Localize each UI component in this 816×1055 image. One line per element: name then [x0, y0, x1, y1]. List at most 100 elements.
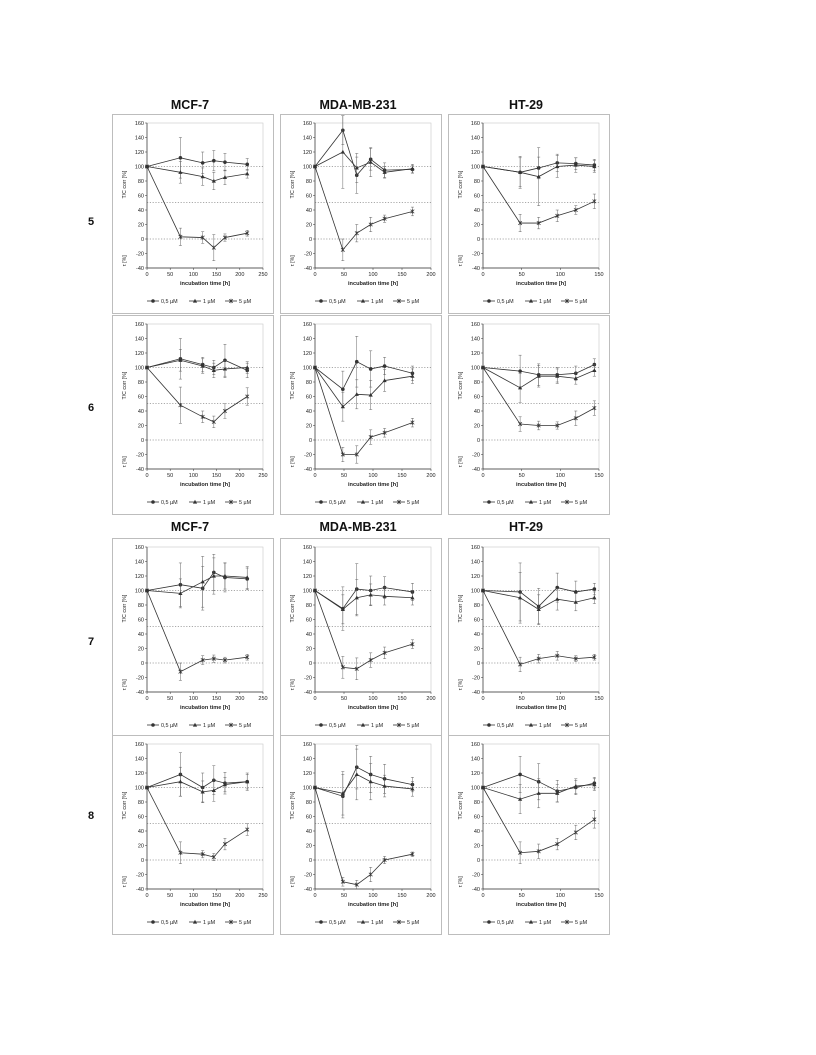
legend-marker [192, 298, 198, 303]
data-point [354, 452, 359, 457]
data-point [480, 785, 486, 790]
legend-marker [360, 919, 366, 924]
legend-label: 1 µM [539, 299, 552, 305]
data-point [211, 854, 216, 860]
legend-label: 0,5 µM [497, 723, 514, 729]
y-tick-label: 100 [471, 785, 480, 791]
data-point [144, 365, 150, 370]
y-tick-label: 80 [138, 800, 144, 806]
x-tick-label: 50 [519, 473, 525, 479]
data-point [223, 160, 227, 164]
x-axis-label: incubation time [h] [348, 705, 398, 711]
y-tick-label: -40 [304, 887, 312, 893]
data-point [354, 359, 359, 364]
x-axis-label: incubation time [h] [180, 705, 230, 711]
data-point [368, 222, 373, 227]
y-tick-label: 160 [471, 545, 480, 551]
y-tick-label: 140 [135, 756, 144, 762]
y-tick-label: 140 [471, 336, 480, 342]
y-tick-label: -40 [472, 467, 480, 473]
data-point [178, 358, 183, 362]
legend: 0,5 µM 1 µM 5 µM [147, 919, 252, 926]
x-tick-label: 100 [556, 272, 565, 278]
data-point [211, 368, 216, 372]
y-tick-label: 140 [135, 135, 144, 141]
y-tick-label: 160 [471, 322, 480, 328]
legend-marker [396, 298, 402, 304]
y-tick-label: 20 [306, 222, 312, 228]
series-triangle [480, 364, 597, 403]
x-tick-label: 150 [212, 473, 221, 479]
y-tick-label: 0 [309, 858, 312, 864]
legend-label: 1 µM [539, 723, 552, 729]
legend-marker [319, 500, 323, 504]
data-point [592, 595, 597, 600]
y-axis-label-bottom: τ [%] [122, 876, 128, 888]
x-tick-label: 150 [212, 893, 221, 899]
legend-marker [192, 722, 198, 727]
chart-svg: -40 -20 0 20 40 60 80 100 120 140 160 0 50 100 150 200 T… [290, 742, 436, 926]
series-line [482, 164, 595, 178]
data-point [354, 772, 359, 777]
data-point [382, 378, 387, 383]
data-point [368, 159, 373, 164]
x-tick-label: 200 [426, 272, 435, 278]
data-point [354, 392, 359, 396]
y-tick-label: 20 [474, 843, 480, 849]
y-tick-label: 120 [471, 771, 480, 777]
series-line [146, 590, 248, 673]
y-tick-label: 80 [306, 380, 312, 386]
series-triangle [312, 579, 415, 625]
data-point [245, 575, 250, 580]
data-point [518, 220, 523, 226]
plot-area [146, 323, 264, 470]
x-tick-label: 50 [341, 272, 347, 278]
data-point [573, 599, 578, 604]
x-tick-label: 200 [235, 893, 244, 899]
series-cross [480, 164, 597, 232]
x-tick-label: 100 [189, 893, 198, 899]
data-point [178, 403, 183, 408]
y-tick-label: 100 [135, 785, 144, 791]
y-tick-label: 20 [138, 423, 144, 429]
x-tick-label: 0 [145, 272, 148, 278]
y-tick-label: 160 [471, 742, 480, 748]
legend-label: 1 µM [371, 723, 384, 729]
legend: 0,5 µM 1 µM 5 µM [483, 722, 588, 729]
y-tick-label: 80 [306, 179, 312, 185]
legend-label: 5 µM [239, 500, 252, 506]
data-point [536, 423, 541, 428]
series-cross [144, 785, 250, 864]
data-point [200, 161, 205, 165]
series-triangle [144, 161, 250, 190]
legend-label: 5 µM [239, 920, 252, 926]
legend-marker [564, 298, 570, 304]
legend-label: 5 µM [575, 920, 588, 926]
series-line [314, 166, 413, 251]
series-line [482, 364, 595, 376]
y-axis-label-top: T/C corr [%] [458, 594, 464, 622]
y-axis-label-top: T/C corr [%] [290, 371, 296, 399]
data-point [144, 785, 150, 790]
legend-marker [487, 500, 491, 504]
series-line [314, 367, 413, 408]
y-tick-label: 20 [138, 843, 144, 849]
y-tick-label: -20 [304, 452, 312, 458]
chart-panel-7-ht-29: -40 -20 0 20 40 60 80 100 120 140 160 0 50 100 150 T/C … [448, 538, 610, 738]
y-tick-label: 120 [135, 574, 144, 580]
y-tick-label: 120 [135, 150, 144, 156]
x-tick-label: 150 [212, 272, 221, 278]
y-tick-label: 60 [306, 617, 312, 623]
plot-area [146, 743, 264, 890]
y-tick-label: 0 [477, 438, 480, 444]
data-point [222, 841, 227, 847]
series-line [314, 361, 413, 390]
legend-label: 5 µM [407, 920, 420, 926]
legend-marker [360, 499, 366, 504]
data-point [480, 164, 486, 169]
y-tick-label: 20 [474, 222, 480, 228]
chart-svg: -40 -20 0 20 40 60 80 100 120 140 160 0 50 100 150 200 2… [122, 322, 268, 506]
y-tick-label: 40 [138, 409, 144, 415]
data-point [592, 405, 597, 411]
data-point [555, 653, 560, 658]
